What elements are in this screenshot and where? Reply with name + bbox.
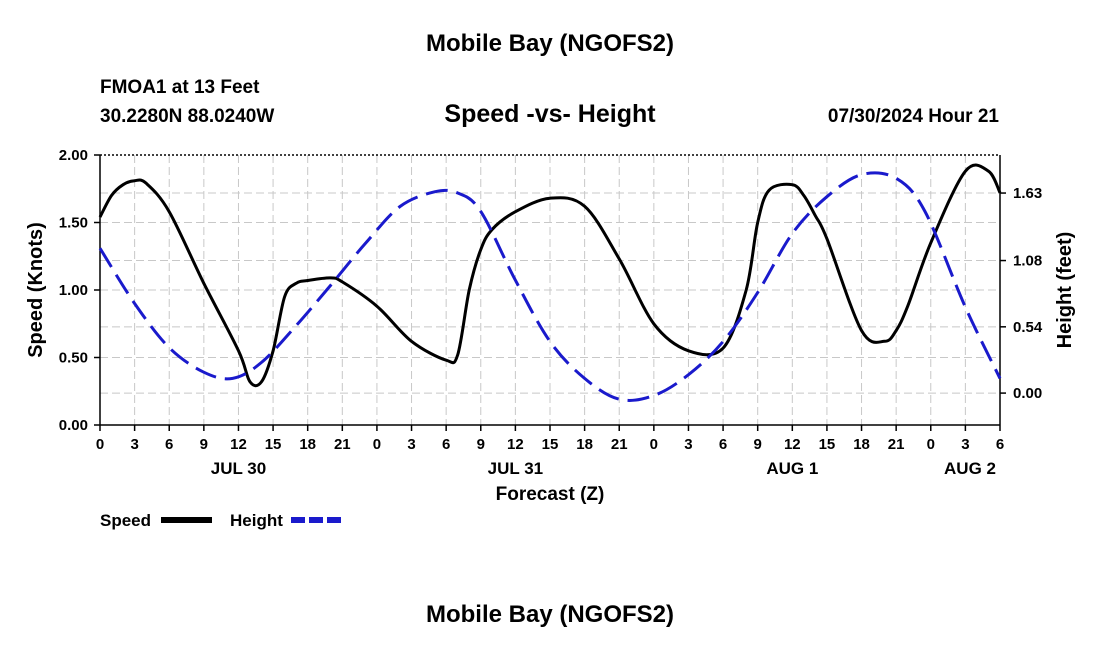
left-y-tick-label: 0.50 — [59, 350, 88, 367]
x-tick-label: 3 — [130, 436, 138, 453]
x-tick-label: 3 — [961, 436, 969, 453]
right-y-tick-label: 1.08 — [1013, 253, 1042, 270]
x-tick-label: 15 — [819, 436, 836, 453]
x-tick-label: 6 — [996, 436, 1004, 453]
chart-title: Mobile Bay (NGOFS2) — [425, 30, 675, 57]
x-tick-label: 0 — [650, 436, 658, 453]
legend-label-height: Height — [230, 511, 283, 530]
x-tick-label: 0 — [927, 436, 935, 453]
left-y-tick-label: 0.00 — [59, 417, 88, 434]
x-tick-label: 21 — [888, 436, 905, 453]
chart-subtitle: Speed -vs- Height — [444, 100, 656, 128]
right-y-tick-label: 0.00 — [1013, 385, 1042, 402]
x-tick-label: 6 — [442, 436, 450, 453]
station-label: FMOA1 at 13 Feet — [100, 77, 260, 98]
left-y-tick-label: 2.00 — [59, 147, 88, 164]
x-tick-label: 12 — [784, 436, 801, 453]
speed-series-line — [98, 163, 1002, 388]
x-tick-label: 6 — [719, 436, 727, 453]
x-tick-label: 6 — [165, 436, 173, 453]
x-tick-label: 15 — [542, 436, 559, 453]
date-label: AUG 2 — [944, 459, 996, 478]
x-tick-label: 15 — [265, 436, 282, 453]
x-tick-label: 0 — [373, 436, 381, 453]
left-axis-title: Speed (Knots) — [25, 222, 47, 358]
x-tick-label: 18 — [853, 436, 870, 453]
x-tick-label: 18 — [299, 436, 316, 453]
station-coordinates: 30.2280N 88.0240W — [100, 106, 275, 127]
date-label: JUL 30 — [211, 459, 266, 478]
x-tick-label: 3 — [684, 436, 692, 453]
date-label: AUG 1 — [766, 459, 818, 478]
x-tick-label: 21 — [334, 436, 351, 453]
x-tick-label: 12 — [507, 436, 524, 453]
right-y-tick-label: 1.63 — [1013, 185, 1042, 202]
height-series-line — [98, 171, 1002, 402]
right-axis-title: Height (feet) — [1054, 232, 1076, 349]
x-axis-title: Forecast (Z) — [496, 484, 605, 505]
right-y-tick-label: 0.54 — [1013, 319, 1043, 336]
date-label: JUL 31 — [488, 459, 543, 478]
footer-title: Mobile Bay (NGOFS2) — [425, 601, 675, 628]
x-tick-label: 9 — [200, 436, 208, 453]
legend-label-speed: Speed — [100, 511, 151, 530]
x-tick-label: 9 — [754, 436, 762, 453]
forecast-datetime: 07/30/2024 Hour 21 — [827, 106, 999, 127]
left-y-tick-label: 1.00 — [59, 282, 88, 299]
x-tick-label: 12 — [230, 436, 247, 453]
x-tick-label: 0 — [96, 436, 104, 453]
x-tick-label: 21 — [611, 436, 628, 453]
x-tick-label: 18 — [576, 436, 593, 453]
left-y-tick-label: 1.50 — [59, 215, 88, 232]
x-tick-label: 3 — [407, 436, 415, 453]
x-tick-label: 9 — [477, 436, 485, 453]
